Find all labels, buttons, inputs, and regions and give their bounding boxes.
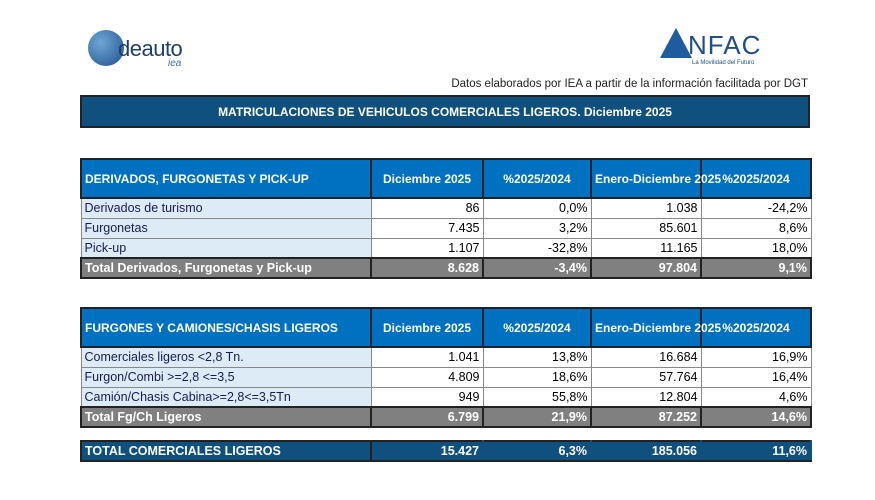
cell-value: 1.041 — [370, 346, 484, 368]
grand-total-row: TOTAL COMERCIALES LIGEROS 15.427 6,3% 185.0… — [80, 440, 812, 462]
cell-value: 11.165 — [590, 237, 702, 259]
table-row: Comerciales ligeros <2,8 Tn. 1.041 13,8% 16… — [80, 346, 812, 368]
total-label: Total Fg/Ch Ligeros — [80, 406, 372, 428]
cell-value: 0,0% — [482, 197, 592, 219]
grand-total-value: 6,3% — [482, 440, 592, 462]
row-label: Pick-up — [80, 237, 372, 259]
cell-value: 86 — [370, 197, 484, 219]
row-label: Camión/Chasis Cabina>=2,8<=3,5Tn — [80, 386, 372, 408]
cell-value: 55,8% — [482, 386, 592, 408]
row-label: Comerciales ligeros <2,8 Tn. — [80, 346, 372, 368]
column-header: Enero-Diciembre 2025 — [590, 307, 721, 348]
cell-value: 13,8% — [482, 346, 592, 368]
header-row: DERIVADOS, FURGONETAS Y PICK-UP Diciembre… — [80, 158, 812, 199]
ideauto-logo-sub: iea — [168, 58, 182, 69]
total-value: 14,6% — [700, 406, 812, 428]
cell-value: 1.107 — [370, 237, 484, 259]
column-header: Enero-Diciembre 2025 — [590, 158, 721, 199]
anfac-logo-sub: La Movilidad del Futuro — [692, 60, 755, 66]
table-derivados: DERIVADOS, FURGONETAS Y PICK-UP Diciembre… — [80, 158, 812, 279]
grand-total-value: 11,6% — [700, 440, 812, 462]
column-header: FURGONES Y CAMIONES/CHASIS LIGEROS — [80, 307, 372, 348]
column-header: Diciembre 2025 — [370, 307, 484, 348]
table-row: Derivados de turismo 86 0,0% 1.038 -24,2% — [80, 197, 812, 219]
total-value: 97.804 — [590, 257, 702, 279]
cell-value: -24,2% — [700, 197, 812, 219]
grand-total-value: 185.056 — [590, 440, 702, 462]
ideauto-logo: deauto iea — [88, 30, 208, 70]
cell-value: 57.764 — [590, 366, 702, 388]
table-row: Camión/Chasis Cabina>=2,8<=3,5Tn 949 55,8%… — [80, 386, 812, 408]
anfac-logo-text: NFAC — [688, 30, 762, 60]
table-row: Pick-up 1.107 -32,8% 11.165 18,0% — [80, 237, 812, 259]
cell-value: 949 — [370, 386, 484, 408]
column-header: Diciembre 2025 — [370, 158, 484, 199]
row-label: Derivados de turismo — [80, 197, 372, 219]
total-label: Total Derivados, Furgonetas y Pick-up — [80, 257, 372, 279]
row-label: Furgon/Combi >=2,8 <=3,5 — [80, 366, 372, 388]
cell-value: 1.038 — [590, 197, 702, 219]
table-row: Furgonetas 7.435 3,2% 85.601 8,6% — [80, 217, 812, 239]
total-value: 21,9% — [482, 406, 592, 428]
total-value: 8.628 — [370, 257, 484, 279]
column-header: %2025/2024 — [700, 158, 812, 199]
source-note: Datos elaborados por IEA a partir de la … — [451, 78, 808, 90]
cell-value: 85.601 — [590, 217, 702, 239]
cell-value: 12.804 — [590, 386, 702, 408]
column-header: DERIVADOS, FURGONETAS Y PICK-UP — [80, 158, 372, 199]
column-header: %2025/2024 — [700, 307, 812, 348]
cell-value: 4,6% — [700, 386, 812, 408]
column-header: %2025/2024 — [482, 307, 592, 348]
cell-value: 18,0% — [700, 237, 812, 259]
cell-value: 4.809 — [370, 366, 484, 388]
cell-value: 16.684 — [590, 346, 702, 368]
table-furgones: FURGONES Y CAMIONES/CHASIS LIGEROS Diciem… — [80, 307, 812, 428]
total-row: Total Derivados, Furgonetas y Pick-up 8.6… — [80, 257, 812, 279]
cell-value: -32,8% — [482, 237, 592, 259]
cell-value: 18,6% — [482, 366, 592, 388]
total-value: 6.799 — [370, 406, 484, 428]
anfac-logo: NFAC La Movilidad del Futuro — [660, 28, 780, 72]
cell-value: 7.435 — [370, 217, 484, 239]
report-title: MATRICULACIONES DE VEHICULOS COMERCIALES… — [80, 95, 810, 128]
total-row: Total Fg/Ch Ligeros 6.799 21,9% 87.252 14,6% — [80, 406, 812, 428]
header-row: FURGONES Y CAMIONES/CHASIS LIGEROS Diciem… — [80, 307, 812, 348]
cell-value: 16,9% — [700, 346, 812, 368]
cell-value: 16,4% — [700, 366, 812, 388]
total-value: 87.252 — [590, 406, 702, 428]
column-header: %2025/2024 — [482, 158, 592, 199]
table-row: Furgon/Combi >=2,8 <=3,5 4.809 18,6% 57.764… — [80, 366, 812, 388]
row-label: Furgonetas — [80, 217, 372, 239]
table-grand-total: TOTAL COMERCIALES LIGEROS 15.427 6,3% 185.0… — [80, 440, 812, 462]
grand-total-label: TOTAL COMERCIALES LIGEROS — [80, 440, 372, 462]
anfac-a-icon — [660, 28, 692, 58]
cell-value: 3,2% — [482, 217, 592, 239]
grand-total-value: 15.427 — [370, 440, 484, 462]
cell-value: 8,6% — [700, 217, 812, 239]
total-value: -3,4% — [482, 257, 592, 279]
ideauto-logo-text: deauto — [118, 36, 183, 61]
total-value: 9,1% — [700, 257, 812, 279]
ideauto-globe-icon — [88, 30, 124, 66]
